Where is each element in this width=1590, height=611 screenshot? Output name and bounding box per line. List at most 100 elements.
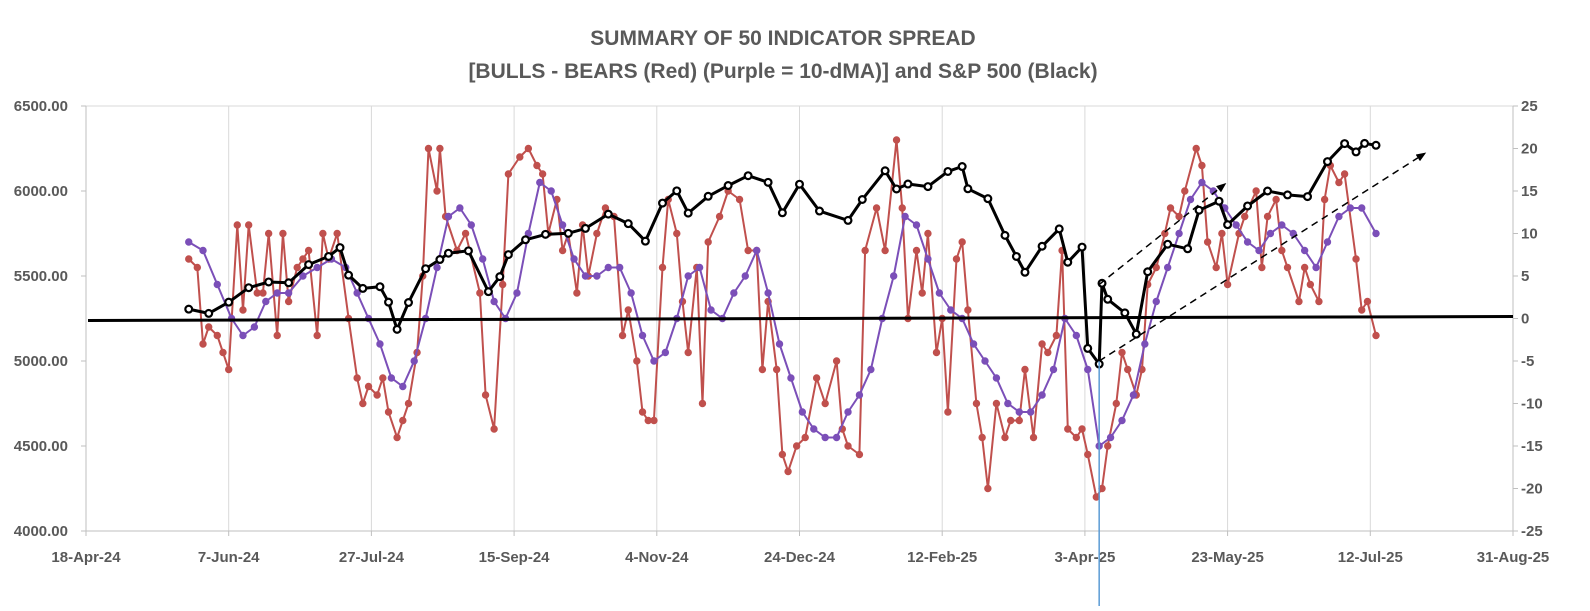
- sp500-point: [224, 297, 234, 307]
- sp500-point: [204, 308, 214, 318]
- left-y-axis: 4000.00 4500.00 5000.00 5500.00 6000.00 6500.…: [14, 98, 86, 540]
- spread-point: [353, 374, 361, 382]
- sp500-point: [1103, 294, 1113, 304]
- spread-point: [1052, 331, 1061, 340]
- spread-point: [364, 382, 373, 391]
- spread-point: [481, 391, 490, 399]
- spread-point: [219, 348, 227, 357]
- left-tick-label: 6000.00: [14, 183, 68, 200]
- spread-point: [1335, 178, 1343, 187]
- right-tick-label: 15: [1521, 183, 1538, 200]
- spread-point: [273, 331, 281, 340]
- spread-point: [193, 263, 202, 272]
- sp500-point: [404, 298, 414, 308]
- ma10-point: [353, 289, 361, 297]
- spread-point: [1358, 306, 1366, 314]
- sp500-point: [580, 223, 590, 233]
- right-tick-label: -15: [1521, 438, 1543, 455]
- ma10-point: [981, 357, 989, 365]
- sp500-point: [1223, 220, 1233, 230]
- ma10-point: [513, 289, 521, 297]
- spread-point: [1021, 365, 1029, 374]
- spread-point: [735, 195, 744, 204]
- ma10-point: [444, 212, 453, 221]
- spread-point: [881, 246, 889, 255]
- ma10-point: [798, 408, 807, 416]
- x-tick-label: 12-Jul-25: [1338, 549, 1403, 566]
- sp500-line: [188, 141, 1377, 366]
- spread-point: [1352, 255, 1360, 263]
- ma10-point: [547, 187, 555, 195]
- spread-point: [424, 144, 433, 153]
- ma10-point: [1300, 246, 1309, 255]
- ma10-point: [604, 263, 612, 272]
- ma10-point: [764, 289, 772, 297]
- spread-point: [801, 433, 809, 442]
- spread-point: [1029, 433, 1038, 442]
- spread-point: [1166, 204, 1175, 212]
- ma10-point: [775, 340, 784, 348]
- spread-point: [524, 144, 533, 153]
- chart-title-line1: SUMMARY OF 50 INDICATOR SPREAD: [590, 27, 975, 50]
- sp500-point: [344, 270, 354, 280]
- ma10-point: [1175, 229, 1183, 238]
- ma10-point: [536, 178, 544, 187]
- x-tick-label: 23-May-25: [1191, 549, 1264, 566]
- spread-point: [1295, 297, 1303, 306]
- ma10-point: [262, 297, 270, 306]
- sp500-point: [1322, 157, 1332, 167]
- sp500-point: [1243, 201, 1253, 211]
- x-axis: 18-Apr-24 7-Jun-24 27-Jul-24 15-Sep-24 4-Nov…: [51, 531, 1549, 566]
- sp500-point: [892, 184, 902, 194]
- zero-line: [87, 315, 1514, 322]
- spread-point: [832, 357, 841, 365]
- ma10-point: [299, 272, 307, 280]
- spread-point: [213, 331, 221, 340]
- ma10-point: [935, 289, 944, 297]
- x-tick-label: 24-Dec-24: [764, 549, 836, 566]
- sp500-point: [324, 251, 334, 261]
- spread-point: [293, 263, 301, 272]
- spread-point: [698, 399, 707, 408]
- sp500-point: [658, 198, 668, 208]
- left-tick-label: 6500.00: [14, 98, 68, 115]
- spread-point: [538, 170, 547, 178]
- sp500-point: [1183, 244, 1193, 254]
- spread-point: [299, 255, 307, 263]
- spread-point: [984, 484, 992, 493]
- spread-point: [504, 170, 513, 178]
- x-tick-label: 27-Jul-24: [339, 549, 405, 566]
- spread-point: [1212, 263, 1220, 272]
- spread-point: [379, 374, 387, 382]
- ma10-point: [867, 365, 875, 374]
- right-tick-label: 0: [1521, 311, 1529, 328]
- sp500-point: [358, 283, 368, 293]
- spread-point: [912, 246, 921, 255]
- spread-point: [185, 255, 193, 263]
- sp500-point: [814, 206, 824, 216]
- spread-point: [284, 297, 293, 306]
- sp500-point: [1263, 186, 1273, 196]
- right-tick-label: -10: [1521, 396, 1543, 413]
- spread-point: [319, 229, 327, 238]
- ma10-point: [1312, 263, 1320, 272]
- sp500-point: [563, 228, 573, 238]
- spread-point: [498, 280, 507, 289]
- annotations: [87, 152, 1514, 606]
- spread-point: [1124, 365, 1132, 374]
- spread-point: [844, 442, 852, 450]
- spread-point: [264, 229, 273, 238]
- ma10-point: [810, 425, 818, 433]
- spread-point: [1320, 195, 1329, 204]
- spread-point: [333, 229, 341, 238]
- spread-point: [952, 255, 961, 263]
- ma10-point: [456, 204, 464, 212]
- sp500-point: [284, 278, 294, 288]
- sp500-point: [763, 177, 773, 187]
- right-y-axis: -25 -20 -15 -10 -5 0 5 10 15 20 25: [1513, 98, 1543, 540]
- ma10-point: [1118, 416, 1126, 425]
- sp500-point: [983, 194, 993, 204]
- ma10-point: [730, 289, 738, 297]
- ma10-point: [433, 263, 441, 272]
- spread-point: [279, 229, 287, 238]
